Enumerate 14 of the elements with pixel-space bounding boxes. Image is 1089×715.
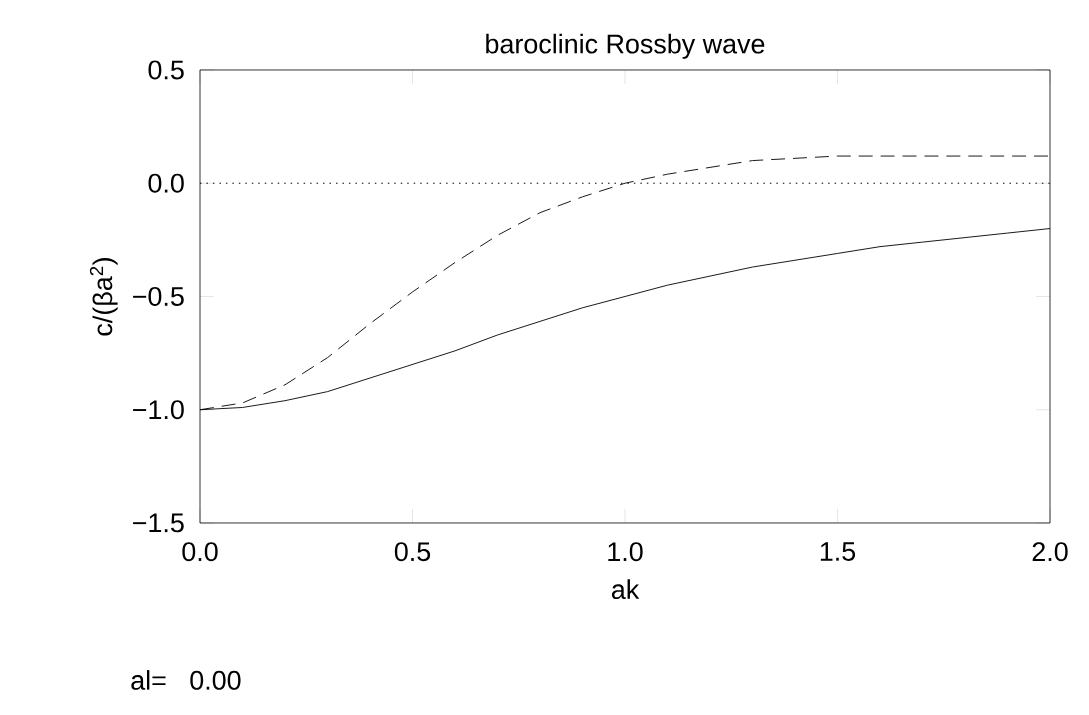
x-tick-label: 1.0 [608,542,643,562]
x-tick-label: 0.5 [394,542,431,562]
x-tick-label: 2.0 [1032,542,1068,562]
text: al= 0.00 [131,670,241,690]
y-axis-title: c/(βa$^{2}$) [89,258,118,336]
y-tick-label: 0.0 [148,173,184,193]
y-tick-label: −0.5 [133,286,184,307]
y-tick-label: 0.5 [148,60,184,80]
chart-title: baroclinic Rossby wave [486,33,765,59]
y-tick-label: −1.5 [133,513,184,533]
y-tick-label: −1.0 [133,400,184,420]
x-tick-label: 0.0 [182,542,218,562]
x-tick-label: 1.5 [820,542,856,561]
x-axis-title: ak [611,579,640,600]
